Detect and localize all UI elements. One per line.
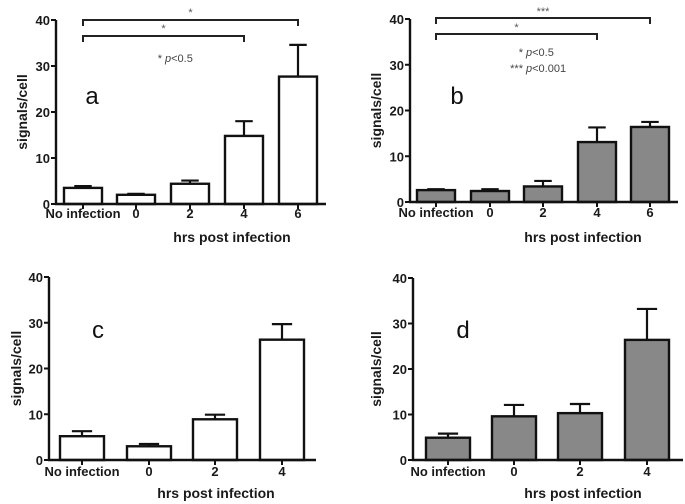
bar-4 <box>576 140 618 204</box>
significance-stars: *** <box>537 6 551 18</box>
annotation-value: <0.5 <box>171 53 193 65</box>
annotation-text: p<0.001 <box>525 63 566 75</box>
x-tick-label: 2 <box>186 206 193 221</box>
annotation-p: p <box>525 63 532 75</box>
y-tick-label: 30 <box>393 317 407 332</box>
x-tick-label: 0 <box>486 205 493 220</box>
bar-6 <box>277 75 319 206</box>
y-tick-label: 20 <box>29 362 43 377</box>
bar-0 <box>469 189 511 204</box>
y-axis-title: signals/cell <box>368 73 384 148</box>
y-tick-label: 0 <box>43 197 50 212</box>
significance-stars: * <box>188 7 193 19</box>
y-tick-label: 0 <box>36 453 43 468</box>
annotation-p: p <box>525 47 532 59</box>
significance-bracket <box>82 19 299 26</box>
significance-bracket <box>435 33 598 40</box>
x-tick-label: 4 <box>643 464 651 479</box>
bar-4 <box>623 338 671 462</box>
y-tick-label: 20 <box>390 104 404 119</box>
bar-no-infection <box>424 436 472 462</box>
x-tick-label: No infection <box>45 206 120 221</box>
x-axis-title: hrs post infection <box>157 485 274 501</box>
y-tick-label: 10 <box>390 149 404 164</box>
bar-0 <box>115 193 157 206</box>
annotation-text: p<0.5 <box>164 53 193 65</box>
significance-bracket <box>82 35 245 42</box>
x-tick-label: 4 <box>593 205 601 220</box>
panel-letter: c <box>92 317 104 344</box>
x-tick-label: 4 <box>278 464 286 479</box>
y-tick-label: 20 <box>36 105 50 120</box>
x-tick-label: 2 <box>211 464 218 479</box>
y-axis-title: signals/cell <box>368 331 384 406</box>
panel-letter: d <box>456 317 469 344</box>
bar-2 <box>169 182 211 206</box>
y-tick-label: 20 <box>393 362 407 377</box>
x-axis-title: hrs post infection <box>173 229 290 245</box>
bar-no-infection <box>415 188 457 204</box>
annotation-value: <0.5 <box>532 47 554 59</box>
x-tick-label: No infection <box>410 464 485 479</box>
x-tick-label: 6 <box>294 206 301 221</box>
annotation-text: p<0.5 <box>525 47 554 59</box>
annotation-p: p <box>164 53 171 65</box>
annotation-stars: *** <box>510 63 524 75</box>
significance-stars: * <box>161 23 166 35</box>
x-tick-label: 0 <box>510 464 517 479</box>
bar-2 <box>191 418 239 462</box>
bar-6 <box>629 125 671 204</box>
y-tick-label: 0 <box>400 453 407 468</box>
panel-letter: b <box>450 83 463 110</box>
x-axis-title: hrs post infection <box>524 229 641 245</box>
bar-4 <box>258 338 306 462</box>
y-tick-label: 40 <box>390 12 404 27</box>
panel-letter: a <box>85 83 99 110</box>
x-tick-label: 2 <box>576 464 583 479</box>
bar-0 <box>490 415 538 462</box>
x-tick-label: 6 <box>646 205 653 220</box>
x-tick-label: 4 <box>240 206 248 221</box>
y-axis-title: signals/cell <box>8 331 24 406</box>
y-tick-label: 40 <box>393 271 407 286</box>
x-tick-label: 0 <box>132 206 139 221</box>
x-tick-label: No infection <box>44 464 119 479</box>
y-tick-label: 30 <box>29 316 43 331</box>
significance-bracket <box>435 17 651 24</box>
annotation-stars: * <box>519 47 524 59</box>
y-tick-label: 30 <box>36 59 50 74</box>
bar-no-infection <box>58 435 106 462</box>
bar-4 <box>223 134 265 206</box>
y-axis-title: signals/cell <box>14 74 30 149</box>
y-tick-label: 40 <box>36 13 50 28</box>
y-tick-label: 40 <box>29 270 43 285</box>
bar-2 <box>556 411 604 462</box>
y-tick-label: 10 <box>29 407 43 422</box>
y-tick-label: 30 <box>390 58 404 73</box>
x-tick-label: 2 <box>539 205 546 220</box>
x-tick-label: No infection <box>398 205 473 220</box>
x-tick-label: 0 <box>145 464 152 479</box>
significance-stars: * <box>514 22 519 34</box>
y-tick-label: 10 <box>393 408 407 423</box>
annotation-stars: * <box>158 53 163 65</box>
bar-0 <box>125 445 173 462</box>
bar-no-infection <box>62 186 104 206</box>
x-axis-title: hrs post infection <box>524 485 641 501</box>
y-tick-label: 0 <box>397 195 404 210</box>
annotation-value: <0.001 <box>532 63 566 75</box>
y-tick-label: 10 <box>36 151 50 166</box>
bar-2 <box>522 185 564 204</box>
